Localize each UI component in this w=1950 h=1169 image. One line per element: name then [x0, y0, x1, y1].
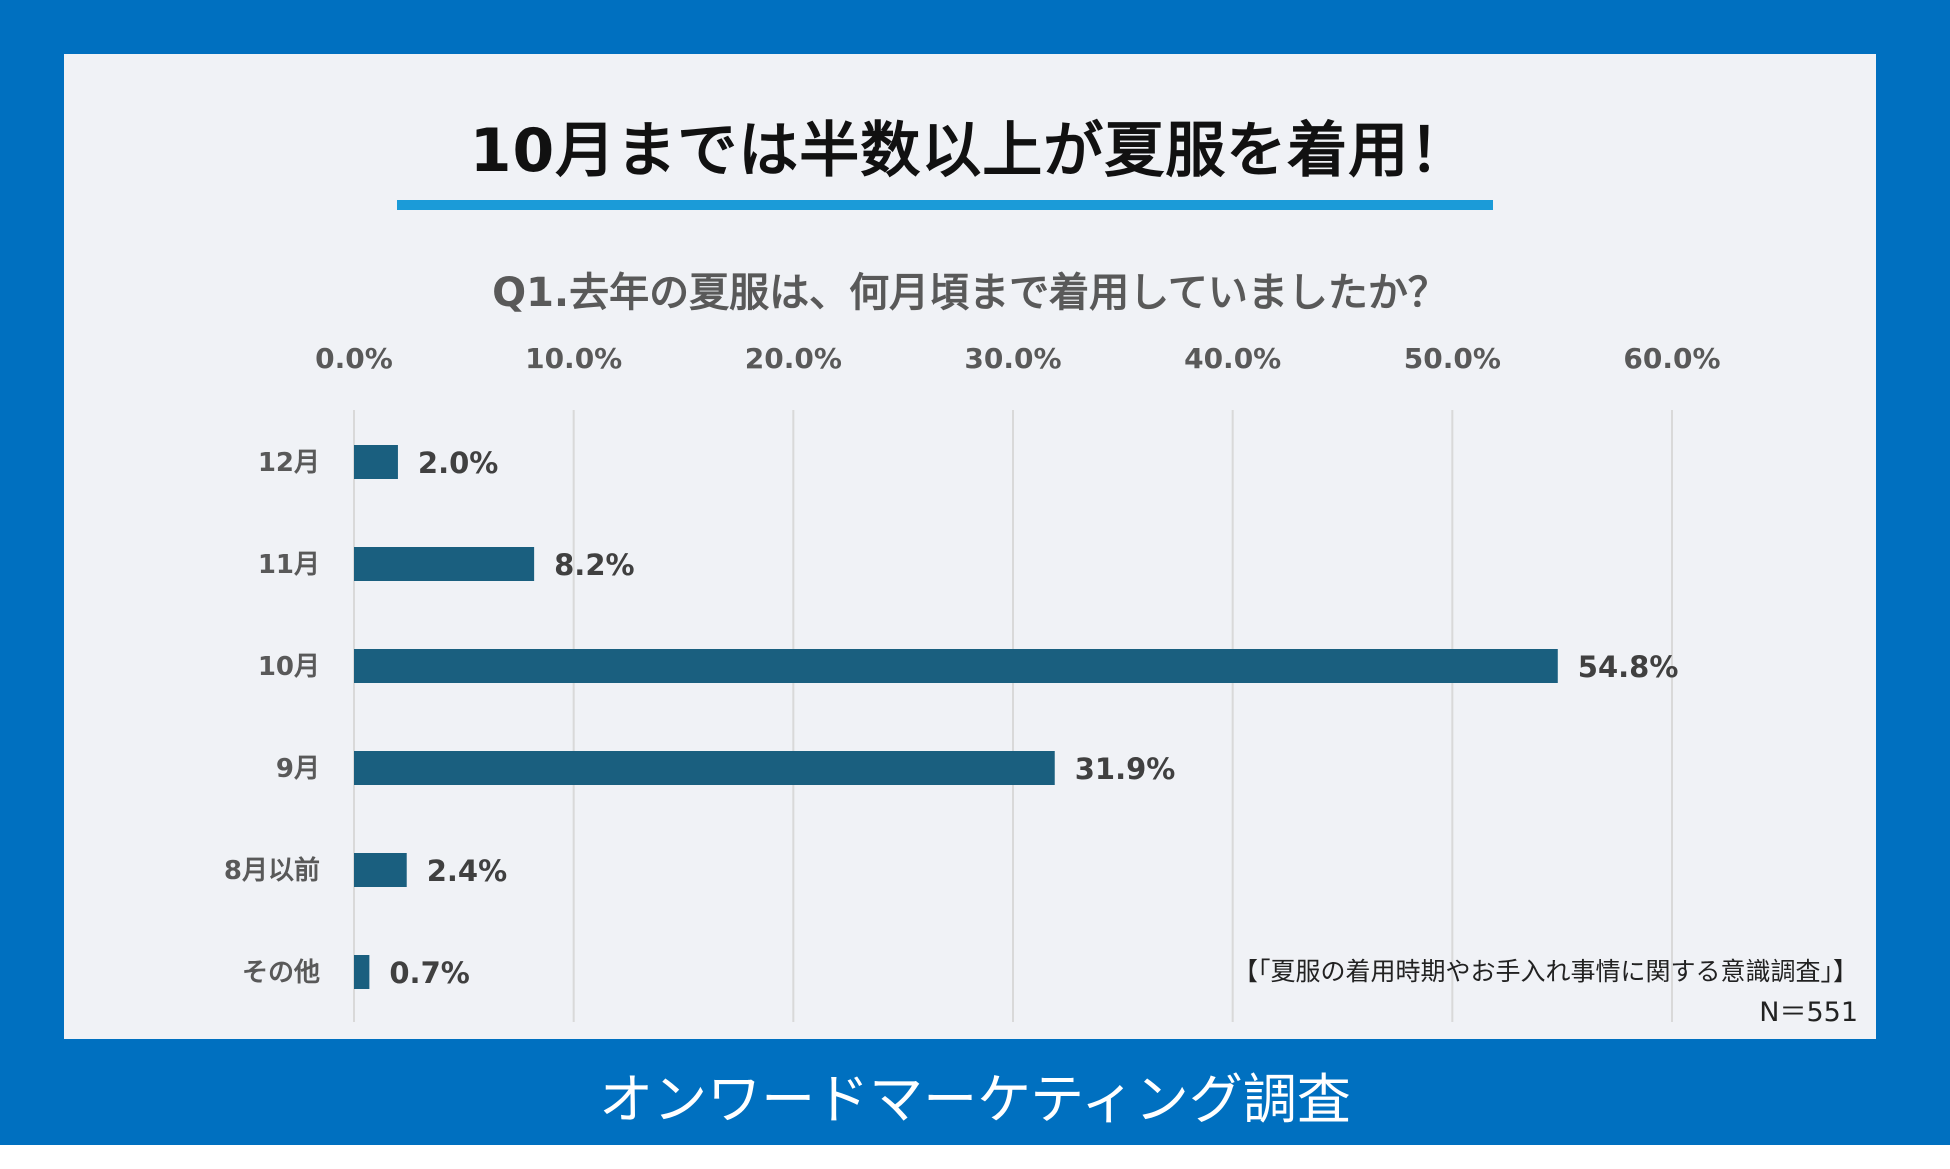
data-label: 8.2%	[554, 548, 634, 582]
bars	[354, 445, 1558, 989]
category-label: 10月	[258, 652, 320, 682]
x-tick-label: 20.0%	[745, 342, 842, 375]
data-label: 2.0%	[418, 446, 498, 480]
sample-size: N＝551	[1759, 997, 1858, 1028]
x-tick-label: 50.0%	[1404, 342, 1501, 375]
category-label: その他	[242, 958, 320, 988]
data-label: 2.4%	[427, 854, 507, 888]
bar	[354, 649, 1558, 683]
bar	[354, 445, 398, 479]
outer-frame: 10月までは半数以上が夏服を着用！ Q1.去年の夏服は、何月頃まで着用していまし…	[0, 0, 1950, 1145]
source-note: 【「夏服の着用時期やお手入れ事情に関する意識調査」】	[1232, 957, 1858, 986]
footer-title: オンワードマーケティング調査	[599, 1068, 1351, 1131]
x-axis-ticks: 0.0% 10.0% 20.0% 30.0% 40.0% 50.0% 60.0%	[315, 342, 1720, 375]
category-label: 9月	[276, 754, 320, 784]
chart-subtitle: Q1.去年の夏服は、何月頃まで着用していましたか？	[492, 270, 1448, 316]
x-tick-label: 60.0%	[1623, 342, 1720, 375]
category-label: 11月	[258, 550, 320, 580]
title-underline	[397, 200, 1493, 210]
data-label: 0.7%	[389, 956, 469, 990]
chart-panel: 10月までは半数以上が夏服を着用！ Q1.去年の夏服は、何月頃まで着用していまし…	[64, 54, 1876, 1039]
bar	[354, 547, 535, 581]
bar-chart: 0.0% 10.0% 20.0% 30.0% 40.0% 50.0% 60.0% 12月 11…	[224, 342, 1721, 1022]
x-tick-label: 40.0%	[1184, 342, 1281, 375]
gridlines	[353, 410, 1673, 1022]
x-tick-label: 30.0%	[964, 342, 1061, 375]
data-label: 54.8%	[1578, 650, 1679, 684]
data-labels: 2.0% 8.2% 54.8% 31.9% 2.4% 0.7%	[389, 446, 1678, 990]
bar	[354, 955, 370, 989]
x-tick-label: 0.0%	[315, 342, 393, 375]
category-label: 8月以前	[224, 855, 320, 886]
bar	[354, 751, 1055, 785]
chart-title: 10月までは半数以上が夏服を着用！	[469, 116, 1471, 186]
bar	[354, 853, 407, 887]
data-label: 31.9%	[1075, 752, 1176, 786]
category-label: 12月	[258, 448, 320, 478]
x-tick-label: 10.0%	[525, 342, 622, 375]
